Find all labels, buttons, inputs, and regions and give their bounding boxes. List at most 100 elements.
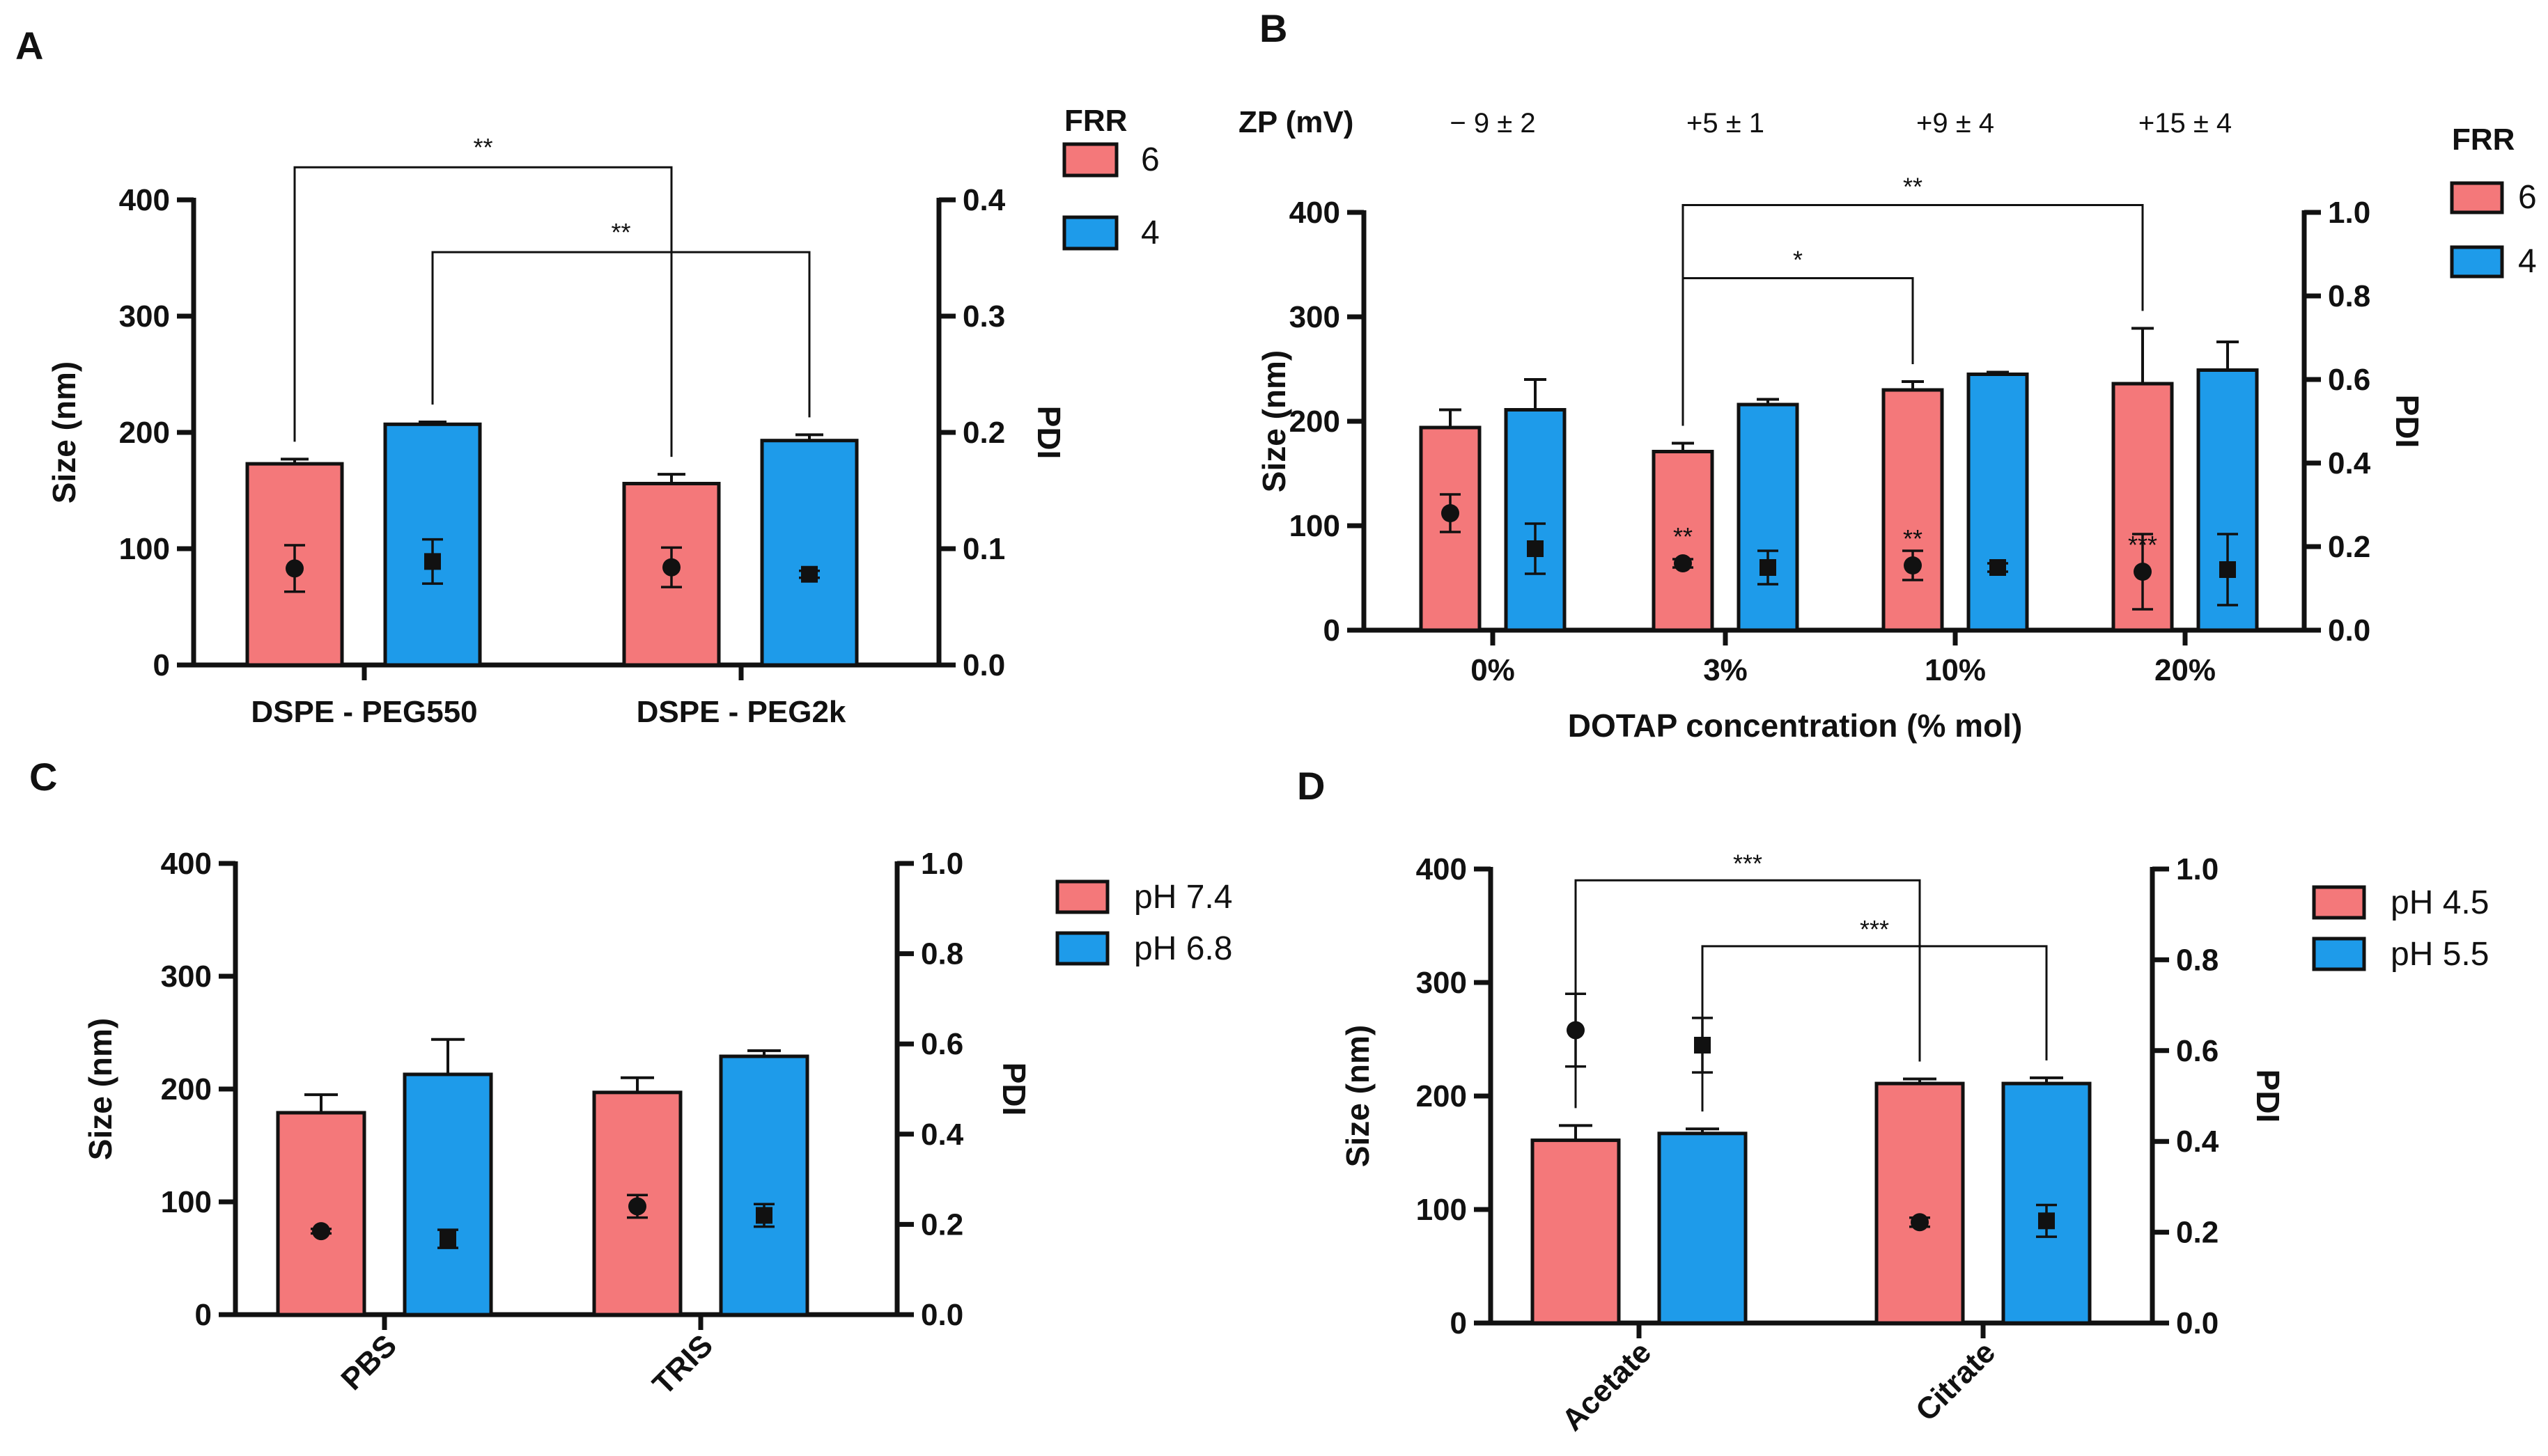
pdi-point [662,558,681,577]
zp-value: − 9 ± 2 [1450,108,1535,139]
x-tick-label: Citrate [1909,1335,2002,1427]
significance-bracket [1701,945,2048,1112]
y-tick-label: 400 [1289,196,1340,230]
bar-significance-label: ** [1673,522,1693,551]
significance-bracket [293,166,673,457]
legend-swatch [1062,215,1119,251]
y2-tick-label: 0.4 [2176,1125,2219,1159]
y-tick-label: 400 [119,183,170,217]
x-tick-label: DSPE - PEG2k [637,695,846,729]
y-tick-label: 200 [1416,1079,1467,1113]
y-tick-label: 0 [1323,613,1340,648]
y2-tick-label: 0.4 [963,183,1006,217]
y2-tick-label: 0.6 [921,1027,963,1061]
pdi-point [424,553,441,570]
y-tick-label: 100 [161,1185,212,1219]
y-tick-label: 0 [195,1298,212,1332]
y-tick-label: 400 [1416,852,1467,886]
y2-tick-label: 0.8 [921,937,963,971]
bar-significance-label: *** [2128,531,2157,559]
legend-label: pH 5.5 [2391,936,2489,973]
significance-bracket [431,251,811,418]
y2-tick-label: 0.6 [2176,1034,2219,1068]
legend-title: FRR [2452,123,2515,157]
y-tick-label: 300 [119,299,170,334]
y2-tick-label: 0.0 [963,648,1005,682]
panel-b: B 0 100 200 300 400 0.0 0.2 0.4 0.6 0.8 1.0 Size (nm… [1238,6,2537,744]
y2-tick-label: 0.8 [2176,943,2219,977]
significance-bracket [1574,879,1921,1109]
x-tick-label: 20% [2154,653,2216,687]
y2-tick-label: 0.4 [921,1118,964,1152]
bar [1530,1138,1621,1325]
y2-tick-label: 0.0 [2328,613,2370,648]
pdi-point [1904,556,1922,574]
pdi-point [440,1230,456,1248]
bar [1966,373,2029,632]
bar [1419,425,1482,632]
x-tick-label: TRIS [646,1328,720,1402]
bar [1874,1081,1965,1325]
y-tick-label: 300 [1289,300,1340,334]
y2-tick-label: 1.0 [921,847,963,881]
significance-label: ** [611,218,630,246]
y2-tick-label: 1.0 [2176,852,2219,886]
legend-label: 6 [1141,141,1160,178]
y2-tick-label: 0.4 [2328,446,2371,480]
x-tick-label: Acetate [1555,1335,1658,1437]
pdi-point [286,559,304,578]
x-tick-label: PBS [334,1328,403,1397]
y-tick-label: 200 [119,416,170,450]
x-tick-label: DSPE - PEG550 [251,695,477,729]
y2-axis-title: PDI [1031,406,1067,460]
y2-tick-label: 0.6 [2328,363,2370,397]
legend-label: pH 6.8 [1134,930,1232,967]
pdi-point [2134,563,2152,581]
legend-swatch [2312,937,2366,971]
significance-label: * [1793,246,1803,274]
y2-tick-label: 0.2 [2176,1216,2219,1250]
y2-tick-label: 0.2 [2328,530,2370,564]
significance-label: ** [473,133,492,162]
y2-tick-label: 0.8 [2328,279,2370,313]
y2-tick-label: 0.0 [921,1298,963,1332]
pdi-point [1759,559,1776,576]
x-tick-label: 0% [1470,653,1515,687]
bar [719,1054,809,1317]
y-tick-label: 300 [1416,966,1467,1000]
y-tick-label: 200 [1289,405,1340,439]
legend-swatch [1062,142,1119,178]
pdi-point [2219,561,2236,578]
pdi-point [1989,559,2006,576]
bar-significance-label: ** [1903,524,1922,553]
panel-d: D 0 100 200 300 400 0.0 0.2 0.4 0.6 0.8 1.0 Size (nm… [1297,764,2489,1437]
bar [276,1111,366,1317]
bar [403,1072,493,1317]
pdi-point [1674,554,1692,572]
legend-label: pH 7.4 [1134,879,1232,916]
y2-axis-title: PDI [2389,395,2425,448]
panel-c: C 0 100 200 300 400 0.0 0.2 0.4 0.6 0.8 1.0 Size (nm… [29,755,1232,1402]
x-axis-title: DOTAP concentration (% mol) [1568,707,2023,744]
y2-tick-label: 0.1 [963,532,1005,566]
legend-swatch [1055,931,1110,966]
panel-letter: A [15,24,43,68]
y2-axis-title: PDI [2250,1070,2286,1123]
y-axis-title: Size (nm) [82,1018,118,1160]
legend-label: 6 [2518,179,2537,216]
zp-title: ZP (mV) [1238,105,1353,139]
bar [1881,388,1944,632]
significance-label: *** [1733,849,1762,877]
legend-swatch [1055,879,1110,914]
y-axis-title: Size (nm) [1339,1025,1376,1167]
y2-axis-title: PDI [996,1063,1032,1116]
zp-value: +5 ± 1 [1686,108,1764,139]
y-axis-title: Size (nm) [1256,350,1292,492]
zp-value: +9 ± 4 [1916,108,1994,139]
y2-tick-label: 0.2 [921,1207,963,1242]
pdi-point [628,1197,646,1216]
y-tick-label: 100 [119,532,170,566]
y-tick-label: 0 [153,648,170,682]
legend-swatch [2450,181,2504,214]
